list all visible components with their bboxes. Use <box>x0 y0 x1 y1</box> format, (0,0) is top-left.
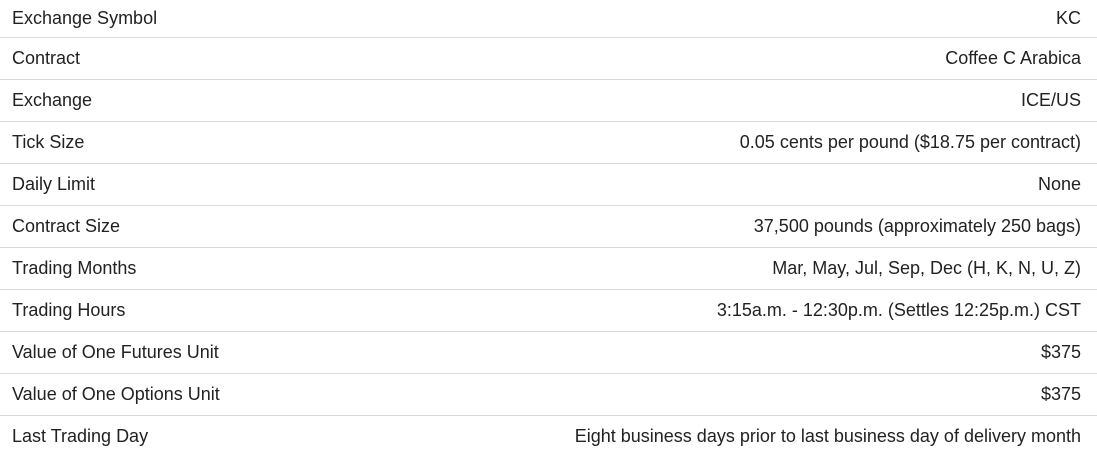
row-label: Value of One Options Unit <box>12 383 220 404</box>
row-value: 3:15a.m. - 12:30p.m. (Settles 12:25p.m.)… <box>716 299 1081 320</box>
row-value: 37,500 pounds (approximately 250 bags) <box>753 215 1081 236</box>
row-value: 0.05 cents per pound ($18.75 per contrac… <box>739 131 1081 152</box>
table-row: Trading Hours 3:15a.m. - 12:30p.m. (Sett… <box>0 289 1097 331</box>
row-label: Contract Size <box>12 215 121 236</box>
row-value: Eight business days prior to last busine… <box>574 425 1081 446</box>
table-row: Value of One Options Unit $375 <box>0 373 1097 415</box>
row-value: ICE/US <box>1020 89 1081 110</box>
table-row: Contract Coffee C Arabica <box>0 37 1097 79</box>
table-row: Contract Size 37,500 pounds (approximate… <box>0 205 1097 247</box>
table-row: Last Trading Day Eight business days pri… <box>0 415 1097 457</box>
row-label: Trading Hours <box>12 299 126 320</box>
table-row: Value of One Futures Unit $375 <box>0 331 1097 373</box>
row-value: $375 <box>1040 341 1081 362</box>
row-value: KC <box>1055 7 1081 28</box>
table-row: Daily Limit None <box>0 163 1097 205</box>
row-label: Daily Limit <box>12 173 96 194</box>
row-value: None <box>1037 173 1081 194</box>
table-row: Tick Size 0.05 cents per pound ($18.75 p… <box>0 121 1097 163</box>
table-row: Trading Months Mar, May, Jul, Sep, Dec (… <box>0 247 1097 289</box>
row-label: Value of One Futures Unit <box>12 341 219 362</box>
table-row: Exchange ICE/US <box>0 79 1097 121</box>
row-label: Contract <box>12 47 81 68</box>
row-value: Mar, May, Jul, Sep, Dec (H, K, N, U, Z) <box>772 257 1081 278</box>
row-label: Tick Size <box>12 131 85 152</box>
row-value: $375 <box>1040 383 1081 404</box>
row-label: Last Trading Day <box>12 425 149 446</box>
table-row: Exchange Symbol KC <box>0 0 1097 37</box>
row-label: Exchange Symbol <box>12 7 158 28</box>
row-label: Exchange <box>12 89 93 110</box>
row-value: Coffee C Arabica <box>945 47 1081 68</box>
row-label: Trading Months <box>12 257 137 278</box>
